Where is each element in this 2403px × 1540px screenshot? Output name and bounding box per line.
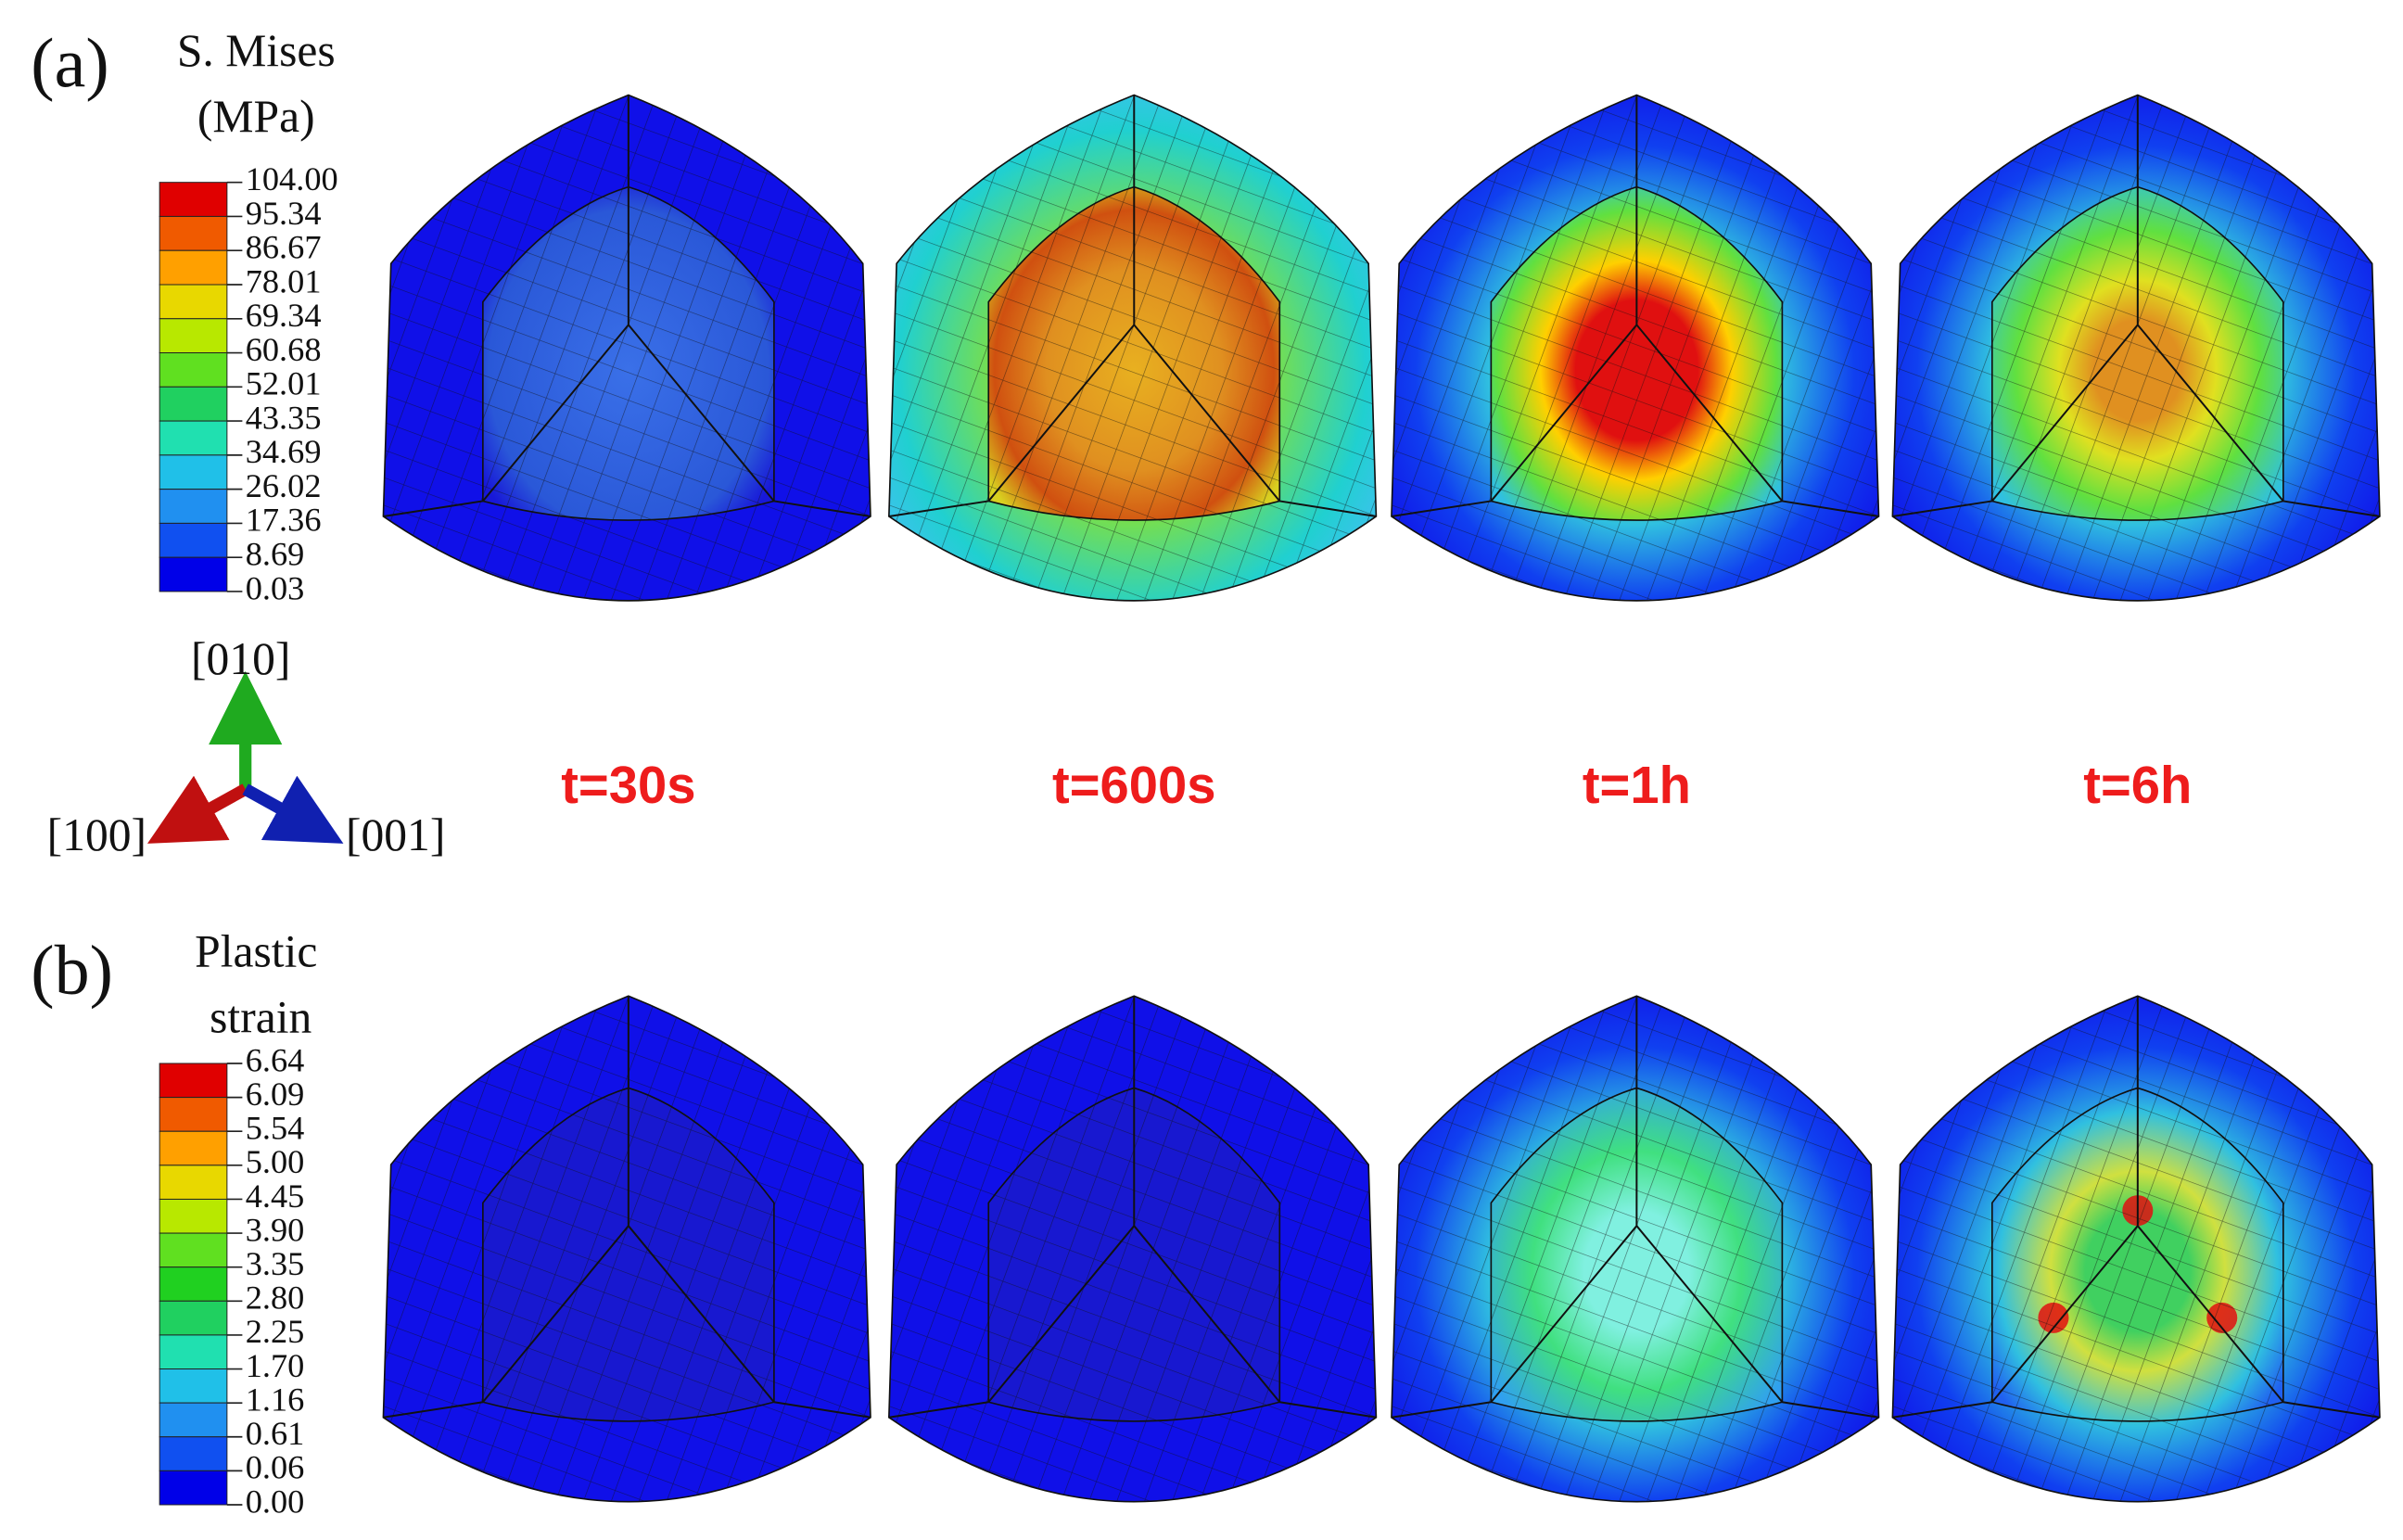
legend-band [159, 1470, 228, 1506]
legend-label: 0.61 [246, 1415, 305, 1452]
legend-band [159, 1097, 228, 1132]
mesh-model [1391, 995, 1880, 1503]
legend-label: 104.00 [246, 160, 338, 197]
legend-band [159, 489, 228, 524]
legend-title: strain [210, 992, 312, 1043]
legend-label: 34.69 [246, 433, 322, 470]
axis-triad [146, 670, 344, 844]
legend-band [159, 556, 228, 592]
legend-band [159, 1266, 228, 1302]
legend-label: 8.69 [246, 536, 305, 573]
legend-label: 2.80 [246, 1279, 305, 1317]
time-label: t=600s [1052, 756, 1216, 814]
legend-title: Plastic [195, 926, 317, 977]
legend-band [159, 420, 228, 456]
time-label: t=6h [2083, 756, 2192, 814]
legend-band [159, 1334, 228, 1370]
legend-label: 86.67 [246, 229, 322, 266]
legend-title: (MPa) [197, 91, 315, 142]
legend-band [159, 352, 228, 388]
legend-label: 0.00 [246, 1483, 305, 1520]
legend-band [159, 1300, 228, 1336]
panel-label: (b) [31, 932, 113, 1010]
panel-label: (a) [31, 24, 108, 102]
edges [383, 996, 871, 1419]
mesh-model [382, 995, 871, 1503]
legend-band [159, 284, 228, 320]
legend-band [159, 1130, 228, 1166]
legend-band [159, 1232, 228, 1268]
mesh-model [888, 995, 1378, 1503]
mesh-model [1891, 995, 2381, 1503]
legend-label: 6.09 [246, 1075, 305, 1113]
mesh-lines [383, 95, 871, 601]
legend-label: 60.68 [246, 331, 322, 368]
legend-label: 3.90 [246, 1211, 305, 1248]
mesh-model [1391, 94, 1880, 602]
edges [1892, 95, 2381, 517]
edges [1391, 996, 1879, 1419]
mesh-lines [1892, 996, 2380, 1502]
legend-band [159, 1402, 228, 1438]
legend-label: 0.06 [246, 1449, 305, 1486]
edges [888, 996, 1377, 1419]
legend-label: 5.00 [246, 1143, 305, 1180]
legend-label: 5.54 [246, 1110, 305, 1147]
legend-label: 0.03 [246, 569, 305, 606]
legend-band [159, 249, 228, 286]
legend-band [159, 318, 228, 354]
legend-band [159, 1436, 228, 1471]
legend-label: 43.35 [246, 399, 322, 436]
legend-label: 17.36 [246, 502, 322, 539]
mesh-lines [1391, 95, 1879, 601]
axis-label: [010] [191, 633, 290, 684]
mesh-model [382, 94, 871, 602]
edges [383, 95, 871, 517]
legend-band [159, 1165, 228, 1200]
edges [888, 95, 1377, 517]
axis-label: [100] [47, 809, 146, 860]
legend-label: 95.34 [246, 195, 322, 232]
mesh-lines [888, 95, 1377, 601]
axis-label: [001] [346, 809, 445, 860]
mesh-lines [383, 996, 871, 1502]
legend-band [159, 386, 228, 422]
legend-band [159, 182, 228, 217]
legend-label: 69.34 [246, 297, 322, 334]
edges [1892, 996, 2381, 1419]
legend-band [159, 215, 228, 251]
legend-label: 52.01 [246, 365, 322, 402]
time-label: t=1h [1583, 756, 1691, 814]
legend-label: 3.35 [246, 1245, 305, 1282]
legend-label: 2.25 [246, 1313, 305, 1350]
legend-label: 6.64 [246, 1041, 305, 1078]
time-label: t=30s [561, 756, 695, 814]
legend-label: 4.45 [246, 1177, 305, 1215]
legend-band [159, 1368, 228, 1404]
legend-label: 78.01 [246, 262, 322, 299]
mesh-lines [1391, 996, 1879, 1502]
legend-label: 1.70 [246, 1347, 305, 1384]
mesh-lines [888, 996, 1377, 1502]
mesh-model [888, 94, 1378, 602]
legend-label: 1.16 [246, 1381, 305, 1418]
legend-band [159, 1198, 228, 1234]
legend-band [159, 1063, 228, 1099]
legend-label: 26.02 [246, 467, 322, 504]
edges [1391, 95, 1879, 517]
legend-title: S. Mises [177, 25, 336, 76]
mesh-lines [1892, 95, 2380, 601]
legend-band [159, 454, 228, 490]
mesh-model [1891, 94, 2381, 602]
legend-band [159, 522, 228, 558]
